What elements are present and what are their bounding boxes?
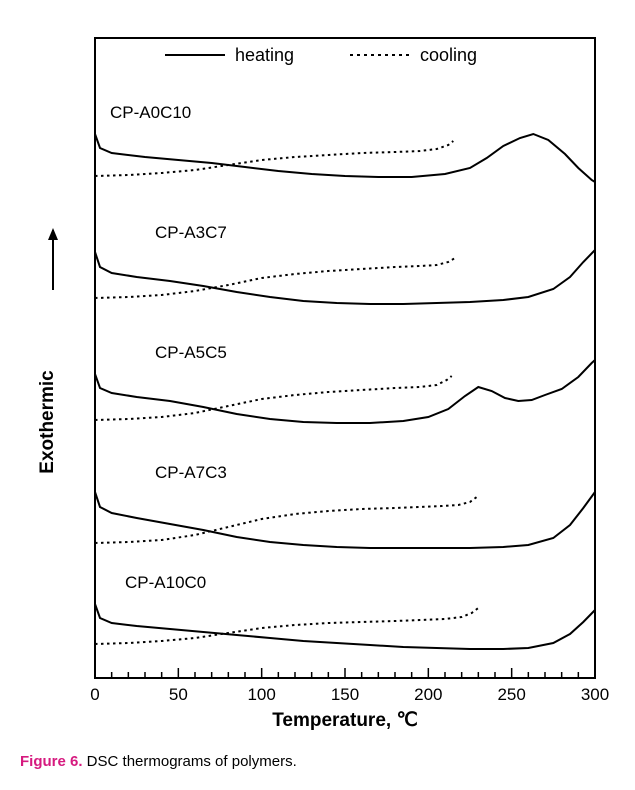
dsc-thermogram-chart: 0 50 100 150 200 250 300 Temperature, ℃ Exotherm… bbox=[20, 20, 615, 740]
svg-text:100: 100 bbox=[247, 685, 275, 704]
svg-text:Temperature, ℃: Temperature, ℃ bbox=[272, 710, 418, 731]
figure-container: 0 50 100 150 200 250 300 Temperature, ℃ Exotherm… bbox=[20, 20, 615, 770]
svg-text:heating: heating bbox=[235, 45, 294, 65]
svg-text:150: 150 bbox=[331, 685, 359, 704]
svg-text:CP-A5C5: CP-A5C5 bbox=[155, 343, 227, 362]
svg-text:200: 200 bbox=[414, 685, 442, 704]
svg-text:Exothermic: Exothermic bbox=[37, 370, 58, 474]
svg-text:0: 0 bbox=[90, 685, 99, 704]
svg-text:CP-A0C10: CP-A0C10 bbox=[110, 103, 191, 122]
svg-text:50: 50 bbox=[169, 685, 188, 704]
figure-caption: Figure 6. DSC thermograms of polymers. bbox=[20, 753, 615, 770]
svg-text:CP-A3C7: CP-A3C7 bbox=[155, 223, 227, 242]
svg-text:CP-A10C0: CP-A10C0 bbox=[125, 573, 206, 592]
svg-text:250: 250 bbox=[497, 685, 525, 704]
caption-label: Figure 6. bbox=[20, 753, 83, 770]
caption-text: DSC thermograms of polymers. bbox=[83, 753, 297, 770]
svg-text:300: 300 bbox=[581, 685, 609, 704]
svg-text:cooling: cooling bbox=[420, 45, 477, 65]
svg-text:CP-A7C3: CP-A7C3 bbox=[155, 463, 227, 482]
